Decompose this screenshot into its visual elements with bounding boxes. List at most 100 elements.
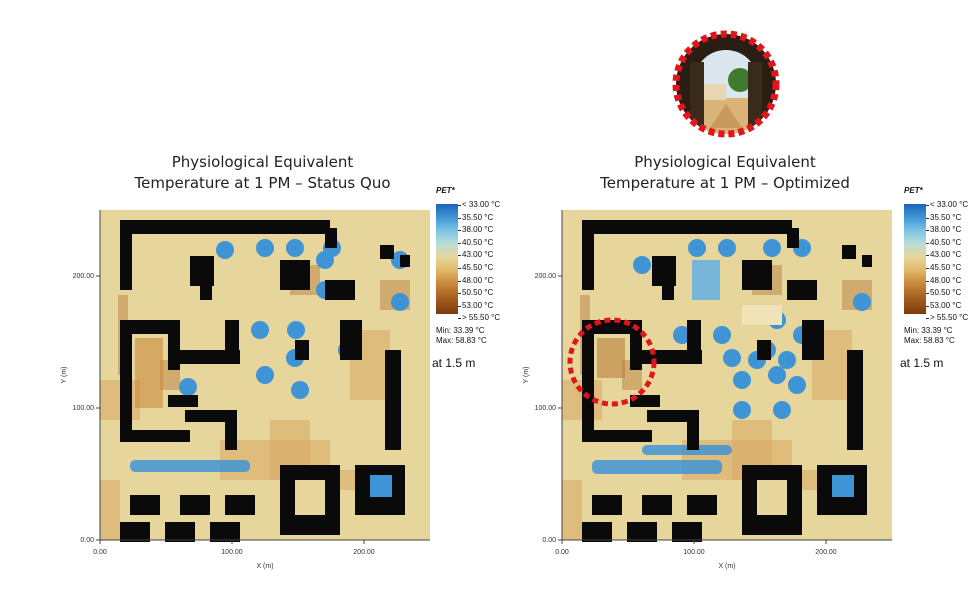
y-tick-label: 200.00: [535, 273, 557, 280]
tree-canopy: [773, 401, 791, 419]
color-scale-bar: [436, 204, 458, 314]
tree-canopy: [256, 366, 274, 384]
y-tick-label: 0.00: [80, 537, 94, 544]
x-tick-label: 0.00: [93, 549, 107, 556]
building: [400, 255, 410, 267]
tree-canopy: [291, 381, 309, 399]
pet-heatmap-optimized: 0.00 100.00 200.00 0.00 100.00 200.00 X (m) Y (…: [523, 210, 892, 570]
building: [642, 495, 672, 515]
building: [582, 522, 612, 542]
shade-strip: [130, 460, 250, 472]
building: [647, 410, 697, 422]
tree-canopy: [256, 239, 274, 257]
tree-canopy: [713, 326, 731, 344]
legend-tick-label: < 33.00 °C: [925, 200, 969, 209]
legend-tick-label: > 55.50 °C: [925, 313, 969, 323]
color-scale-bar: [904, 204, 926, 314]
building: [168, 320, 180, 370]
building: [210, 522, 240, 542]
tree-canopy: [391, 293, 409, 311]
tree-canopy: [763, 239, 781, 257]
courtyard-pool: [832, 475, 854, 497]
legend-title: PET*: [436, 186, 455, 195]
tree-canopy: [768, 366, 786, 384]
hot-zone: [562, 480, 582, 540]
legend-tick-label: 40.50 °C: [925, 237, 962, 247]
legend-tick-label: 53.00 °C: [925, 300, 962, 310]
building: [842, 245, 856, 259]
building: [120, 320, 132, 440]
plot-area: 0.00 100.00 200.00 0.00 100.00 200.00 X (m) Y (…: [61, 210, 430, 570]
building: [742, 260, 772, 290]
hot-zone: [100, 480, 120, 540]
courtyard-pool: [370, 475, 392, 497]
building: [120, 220, 132, 290]
height-label: at 1.5 m: [432, 356, 476, 370]
legend-tick-label: 38.00 °C: [925, 225, 962, 235]
y-tick-label: 200.00: [73, 273, 95, 280]
min-label: Min: 33.39 °C: [436, 326, 485, 335]
courtyard: [757, 480, 787, 515]
building: [380, 245, 394, 259]
highlight-circle: [567, 317, 657, 407]
y-tick-label: 0.00: [542, 537, 556, 544]
x-tick-label: 100.00: [683, 549, 705, 556]
tree-canopy: [778, 351, 796, 369]
tree-canopy: [853, 293, 871, 311]
tree-canopy: [733, 401, 751, 419]
building: [687, 410, 699, 450]
building: [862, 255, 872, 267]
building: [325, 228, 337, 248]
building: [180, 495, 210, 515]
x-tick-label: 0.00: [555, 549, 569, 556]
building: [627, 522, 657, 542]
legend-tick-label: 48.00 °C: [457, 275, 494, 285]
legend-tick-label: 38.00 °C: [457, 225, 494, 235]
building: [200, 270, 212, 300]
legend-tick-label: 50.50 °C: [457, 288, 494, 298]
building: [225, 495, 255, 515]
tree-canopy: [718, 239, 736, 257]
title-line: Temperature at 1 PM – Optimized: [600, 174, 850, 192]
building: [582, 430, 652, 442]
y-axis-label: Y (m): [523, 367, 530, 384]
tree-canopy: [673, 326, 691, 344]
title-line: Physiological Equivalent: [634, 153, 816, 171]
building: [582, 320, 594, 440]
building: [847, 350, 863, 450]
building: [295, 340, 309, 360]
courtyard-hot: [135, 338, 163, 408]
building: [130, 495, 160, 515]
building: [662, 270, 674, 300]
building: [630, 320, 642, 370]
plaza: [742, 305, 782, 325]
building: [787, 228, 799, 248]
building: [225, 320, 239, 364]
legend-tick-label: 45.50 °C: [457, 263, 494, 272]
building: [582, 220, 594, 290]
x-tick-label: 100.00: [221, 549, 243, 556]
legend-tick-label: < 33.00 °C: [457, 200, 501, 209]
tree-canopy: [688, 239, 706, 257]
x-tick-label: 200.00: [353, 549, 375, 556]
building: [340, 320, 362, 360]
max-label: Max: 58.83 °C: [436, 336, 487, 345]
tree-canopy: [251, 321, 269, 339]
tree-canopy: [216, 241, 234, 259]
building: [165, 522, 195, 542]
shade-strip: [592, 460, 722, 474]
tree-canopy: [286, 239, 304, 257]
legend-tick-label: 43.00 °C: [925, 250, 962, 260]
y-tick-label: 100.00: [73, 405, 95, 412]
building: [787, 280, 817, 300]
legend-tick-label: 35.50 °C: [925, 212, 962, 222]
chart-title-optimized: Physiological Equivalent Temperature at …: [570, 152, 880, 194]
y-axis-label: Y (m): [61, 367, 68, 384]
building: [120, 430, 190, 442]
tree-canopy: [788, 376, 806, 394]
tree-canopy: [733, 371, 751, 389]
x-axis-label: X (m): [718, 563, 735, 570]
archway-photo-icon: [672, 30, 780, 138]
building: [185, 410, 235, 422]
y-tick-label: 100.00: [535, 405, 557, 412]
